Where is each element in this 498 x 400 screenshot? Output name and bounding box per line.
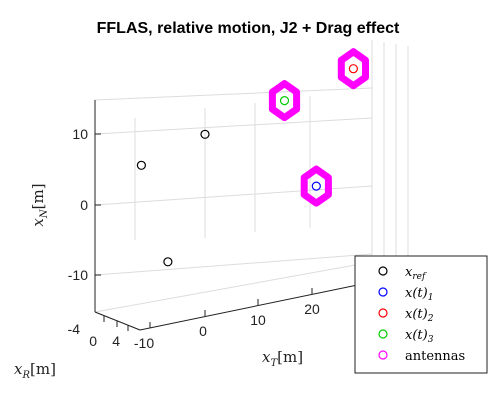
legend-box — [354, 255, 488, 374]
legend-swatch — [378, 266, 388, 276]
antenna-marker — [300, 165, 332, 207]
y-tick-label: 0 — [89, 333, 97, 349]
axes — [94, 100, 373, 331]
chart-title: FFLAS, relative motion, J2 + Drag effect — [97, 20, 400, 37]
z-tick-label: 0 — [80, 197, 88, 213]
data-point-x-ref — [136, 160, 146, 170]
legend-label: x(t)3 — [405, 328, 434, 345]
x-tick-label: 10 — [250, 312, 266, 328]
legend-entry: x(t)1 — [378, 286, 433, 303]
legend-entry: x(t)2 — [378, 307, 434, 324]
x-tick-label: 20 — [304, 301, 320, 317]
data-point-x-ref — [163, 257, 173, 267]
legend-entry: xref — [378, 265, 427, 282]
legend-label: x(t)2 — [405, 307, 434, 324]
legend-label: xref — [405, 265, 427, 282]
legend-swatch — [378, 287, 388, 297]
y-axis-label: xR[m] — [14, 360, 56, 381]
legend-swatch — [378, 329, 388, 339]
x-tick-label: 0 — [199, 323, 207, 339]
z-tick-label: -10 — [68, 267, 88, 283]
legend-label: antennas — [405, 349, 465, 364]
legend-entry: antennas — [378, 349, 465, 364]
legend-label: x(t)1 — [405, 286, 433, 303]
y-tick-label: -4 — [68, 321, 81, 337]
antenna-marker — [268, 80, 301, 122]
y-tick-label: 4 — [112, 333, 120, 349]
z-axis-label: xN[m] — [29, 183, 50, 226]
legend-swatch — [378, 350, 388, 360]
legend: xref x(t)1 x(t)2 x(t)3 antennas — [354, 255, 488, 374]
data-point-x-t-2 — [348, 64, 358, 74]
plot-area — [136, 48, 369, 267]
data-point-x-ref — [200, 129, 210, 139]
x-tick-label: -10 — [134, 335, 154, 351]
legend-entry: x(t)3 — [378, 328, 434, 345]
antenna-marker — [337, 48, 369, 90]
legend-swatch — [378, 308, 388, 318]
data-point-x-t-1 — [311, 181, 321, 191]
x-axis-label: xT[m] — [262, 348, 303, 369]
z-tick-label: 10 — [72, 126, 88, 142]
data-point-x-t-3 — [279, 95, 290, 106]
